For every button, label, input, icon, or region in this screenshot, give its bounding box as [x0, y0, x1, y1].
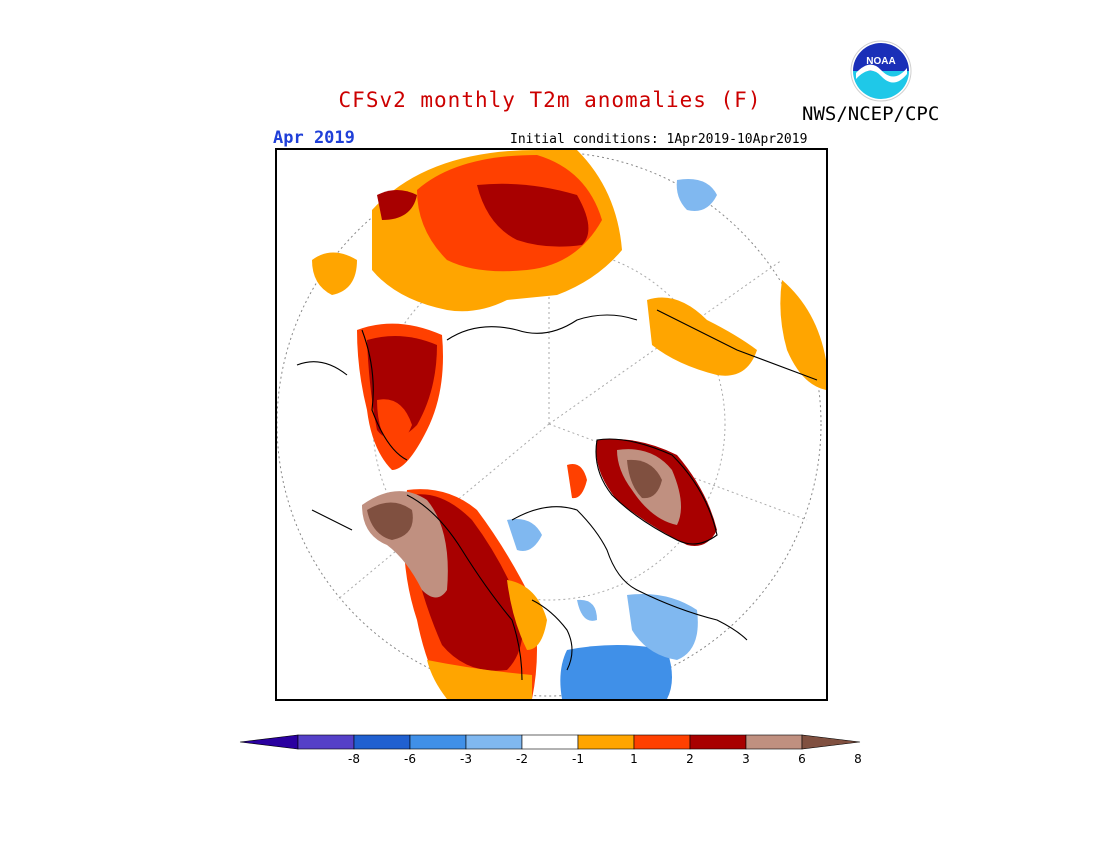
polar-map [275, 148, 828, 701]
anomaly-region-europe [377, 190, 417, 220]
map-title: CFSv2 monthly T2m anomalies (F) [338, 88, 762, 112]
colorbar-tick-label: -2 [516, 752, 528, 766]
colorbar-end-low [239, 734, 299, 750]
noaa-logo: NOAA [850, 40, 912, 102]
forecast-period: Apr 2019 [273, 128, 355, 148]
meridian-line [548, 423, 808, 521]
anomaly-region-north-america [427, 660, 532, 699]
anomaly-region-east-asia [780, 280, 826, 390]
colorbar-swatch [633, 734, 691, 750]
colorbar-tick-label: -1 [572, 752, 584, 766]
anomaly-region-middle-east [377, 399, 412, 446]
anomaly-region-north-america [507, 580, 547, 650]
colorbar-tick-label: 3 [742, 752, 750, 766]
colorbar-swatch [465, 734, 523, 750]
anomaly-region-canada-cool [627, 594, 698, 660]
colorbar-tick-label: 1 [630, 752, 638, 766]
anomaly-region-canada-cool [577, 599, 597, 621]
anomaly-region-europe [312, 252, 357, 295]
initial-conditions: Initial conditions: 1Apr2019-10Apr2019 [510, 132, 808, 147]
colorbar-tick-label: 2 [686, 752, 694, 766]
colorbar-swatch [409, 734, 467, 750]
anomaly-region-canada-cool [560, 645, 672, 699]
colorbar-tick-label: -3 [460, 752, 472, 766]
colorbar-swatch [521, 734, 579, 750]
agency-label: NWS/NCEP/CPC [802, 103, 940, 125]
anomaly-region-cool [676, 179, 717, 211]
colorbar-tick-label: 8 [854, 752, 862, 766]
colorbar-swatch [577, 734, 635, 750]
colorbar-swatch [745, 734, 803, 750]
colorbar-swatch [353, 734, 411, 750]
anomaly-region-north-america [367, 502, 413, 540]
colorbar [239, 734, 861, 750]
colorbar-end-high [801, 734, 861, 750]
colorbar-swatches [239, 734, 861, 750]
colorbar-swatch [297, 734, 355, 750]
anomaly-region-canada-cool [507, 519, 542, 551]
anomaly-region-east-asia [647, 297, 757, 376]
anomaly-region-europe [477, 183, 589, 247]
colorbar-swatch [689, 734, 747, 750]
colorbar-tick-label: 6 [798, 752, 806, 766]
anomaly-region-greenland [627, 459, 662, 499]
colorbar-tick-label: -8 [348, 752, 360, 766]
polar-map-svg [277, 150, 826, 699]
colorbar-tick-label: -6 [404, 752, 416, 766]
anomaly-region-greenland [567, 464, 587, 499]
coastlines [296, 309, 818, 681]
noaa-logo-text: NOAA [866, 56, 895, 67]
meridian-line [336, 423, 550, 601]
latitude-circle [372, 247, 726, 601]
